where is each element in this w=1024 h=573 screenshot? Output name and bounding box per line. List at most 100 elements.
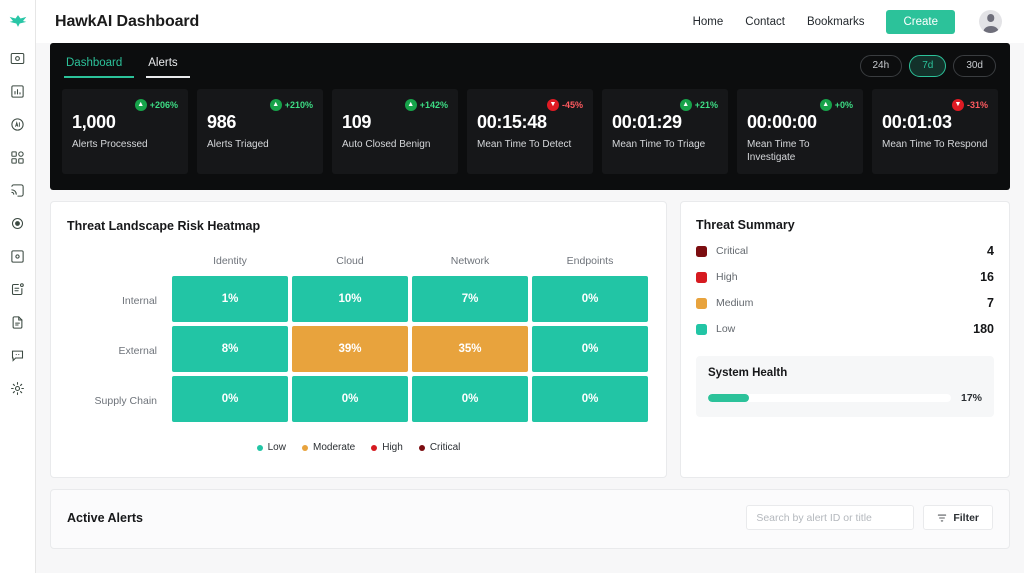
system-health-percent: 17%	[960, 392, 982, 404]
legend-item-critical: Critical	[418, 442, 461, 453]
heatmap-cell[interactable]: 0%	[172, 376, 288, 422]
heatmap-row-label: External	[118, 345, 157, 357]
heatmap-legend: Low Moderate High Critical	[67, 442, 650, 453]
severity-label: Medium	[716, 297, 754, 309]
kpi-card[interactable]: ▲ +206% 1,000 Alerts Processed	[62, 89, 188, 174]
search-input[interactable]	[746, 505, 915, 530]
tab-dashboard[interactable]: Dashboard	[64, 55, 135, 78]
apps-grid-icon[interactable]	[4, 141, 32, 174]
heatmap-column-headers: Identity Cloud Network Endpoints	[67, 255, 650, 276]
tab-alerts[interactable]: Alerts	[146, 55, 190, 78]
kpi-delta-value: -31%	[966, 99, 988, 110]
heatmap-cell[interactable]: 0%	[412, 376, 528, 422]
panel-tabs: Dashboard Alerts	[64, 55, 202, 78]
heatmap-cell[interactable]: 1%	[172, 276, 288, 322]
heatmap-cell[interactable]: 35%	[412, 326, 528, 372]
kpi-label: Mean Time To Triage	[612, 139, 706, 150]
chat-bubble-icon[interactable]	[4, 339, 32, 372]
heatmap-cell[interactable]: 10%	[292, 276, 408, 322]
severity-swatch	[696, 271, 707, 283]
analytics-bar-chart-icon[interactable]	[4, 75, 32, 108]
kpi-card[interactable]: ▲ +210% 986 Alerts Triaged	[197, 89, 323, 174]
panel-header: Dashboard Alerts 24h 7d 30d	[62, 55, 998, 78]
user-avatar[interactable]	[979, 10, 1002, 33]
nav-link-bookmarks[interactable]: Bookmarks	[806, 15, 865, 28]
range-30d[interactable]: 30d	[953, 55, 996, 77]
bottom-row: Active Alerts Filter	[36, 478, 1024, 549]
arrow-up-icon: ▲	[269, 98, 282, 111]
summary-row-medium[interactable]: Medium 7	[696, 296, 994, 310]
document-icon[interactable]	[4, 306, 32, 339]
legend-label: Low	[267, 442, 286, 453]
range-24h[interactable]: 24h	[859, 55, 903, 77]
heatmap-grid: Identity Cloud Network Endpoints Interna…	[67, 255, 650, 426]
heatmap-cell[interactable]: 0%	[292, 376, 408, 422]
overview-eye-icon[interactable]	[4, 42, 32, 75]
top-nav: Home Contact Bookmarks Create	[692, 9, 1002, 34]
top-bar: HawkAI Dashboard Home Contact Bookmarks …	[36, 0, 1024, 43]
summary-row-low[interactable]: Low 180	[696, 322, 994, 336]
kpi-card[interactable]: ▲ +0% 00:00:00 Mean Time To Investigate	[737, 89, 863, 174]
target-crosshair-icon[interactable]	[4, 207, 32, 240]
image-box-icon[interactable]	[4, 240, 32, 273]
legend-item-high: High	[371, 442, 403, 453]
active-alerts-card: Active Alerts Filter	[50, 489, 1010, 549]
kpi-delta: ▲ +142%	[342, 98, 448, 111]
heatmap-cell[interactable]: 39%	[292, 326, 408, 372]
kpi-delta: ▲ +0%	[747, 98, 853, 111]
severity-count: 180	[973, 322, 994, 336]
heatmap-cell[interactable]: 0%	[532, 326, 648, 372]
kpi-value: 109	[342, 112, 372, 132]
kpi-value: 986	[207, 112, 237, 132]
kpi-card[interactable]: ▼ -31% 00:01:03 Mean Time To Respond	[872, 89, 998, 174]
kpi-delta: ▲ +206%	[72, 98, 178, 111]
kpi-label: Mean Time To Respond	[882, 139, 988, 150]
hawk-logo-icon[interactable]	[4, 6, 32, 36]
cast-screen-icon[interactable]	[4, 174, 32, 207]
ai-shield-icon[interactable]	[4, 108, 32, 141]
kpi-card[interactable]: ▼ -45% 00:15:48 Mean Time To Detect	[467, 89, 593, 174]
heatmap-cell[interactable]: 0%	[532, 276, 648, 322]
filter-button[interactable]: Filter	[923, 505, 993, 530]
system-health-progress-fill	[708, 394, 750, 402]
kpi-delta-value: +21%	[694, 99, 718, 110]
nav-link-home[interactable]: Home	[692, 15, 724, 28]
kpi-value: 00:01:03	[882, 112, 952, 132]
create-button[interactable]: Create	[886, 9, 955, 34]
kpi-value: 1,000	[72, 112, 116, 132]
heatmap-cell[interactable]: 0%	[532, 376, 648, 422]
heatmap-row: Internal 1% 10% 7% 0%	[67, 276, 650, 326]
legend-item-low: Low	[256, 442, 286, 453]
filter-funnel-icon	[937, 513, 947, 523]
mid-row: Threat Landscape Risk Heatmap Identity C…	[36, 190, 1024, 478]
summary-row-critical[interactable]: Critical 4	[696, 244, 994, 258]
kpi-delta-value: +142%	[419, 99, 448, 110]
legend-label: Moderate	[312, 442, 356, 453]
heatmap-col-network: Network	[450, 255, 490, 267]
legend-label: Critical	[429, 442, 461, 453]
range-7d[interactable]: 7d	[909, 55, 947, 77]
nav-link-contact[interactable]: Contact	[745, 15, 785, 28]
severity-label: High	[716, 271, 738, 283]
settings-gear-icon[interactable]	[4, 372, 32, 405]
kpi-delta-value: -45%	[561, 99, 583, 110]
heatmap-cell[interactable]: 8%	[172, 326, 288, 372]
system-health-row: 17%	[708, 392, 982, 404]
kpi-delta: ▼ -45%	[477, 98, 583, 111]
severity-count: 7	[987, 296, 994, 310]
legend-item-moderate: Moderate	[301, 442, 356, 453]
kpi-label: Mean Time To Detect	[477, 139, 572, 150]
kpi-card[interactable]: ▲ +21% 00:01:29 Mean Time To Triage	[602, 89, 728, 174]
legend-swatch	[301, 444, 308, 451]
arrow-up-icon: ▲	[404, 98, 417, 111]
kpi-card[interactable]: ▲ +142% 109 Auto Closed Benign	[332, 89, 458, 174]
task-list-icon[interactable]	[4, 273, 32, 306]
severity-swatch	[696, 323, 707, 335]
arrow-down-icon: ▼	[546, 98, 559, 111]
summary-row-high[interactable]: High 16	[696, 270, 994, 284]
heatmap-row: Supply Chain 0% 0% 0% 0%	[67, 376, 650, 426]
heatmap-cell[interactable]: 7%	[412, 276, 528, 322]
heatmap-row-label: Internal	[121, 295, 157, 307]
kpi-delta: ▼ -31%	[882, 98, 988, 111]
